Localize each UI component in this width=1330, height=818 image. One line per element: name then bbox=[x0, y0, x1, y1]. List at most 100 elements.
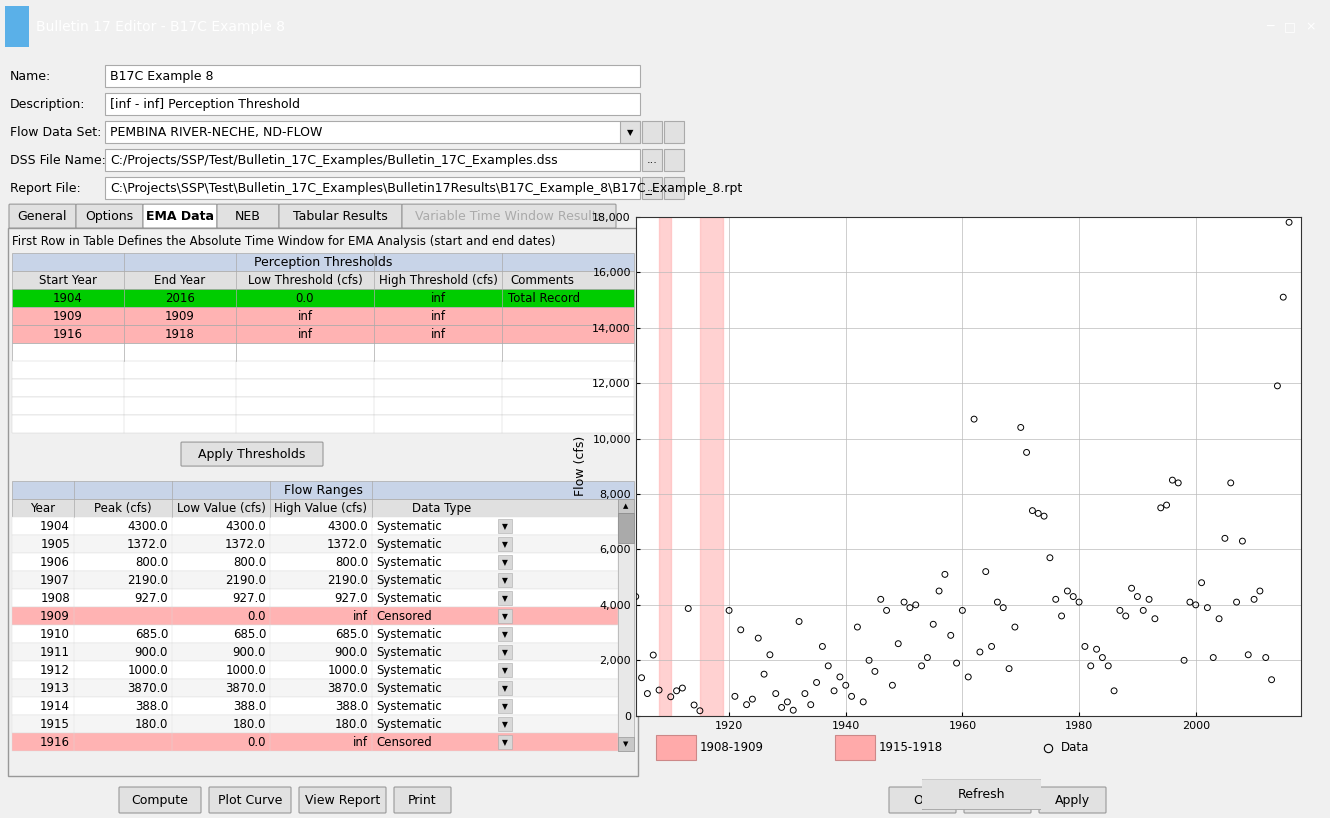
Text: 3870.0: 3870.0 bbox=[225, 681, 266, 694]
Bar bbox=[642, 149, 662, 171]
Point bbox=[789, 615, 810, 628]
Point bbox=[1068, 596, 1089, 609]
Text: Peak (cfs): Peak (cfs) bbox=[94, 501, 152, 515]
Point bbox=[1202, 651, 1224, 664]
Text: 2190.0: 2190.0 bbox=[225, 573, 266, 587]
Text: Flow Data Set:: Flow Data Set: bbox=[11, 126, 101, 139]
Point bbox=[853, 695, 874, 708]
Text: ▼: ▼ bbox=[626, 128, 633, 137]
Point bbox=[823, 684, 845, 697]
Text: 1908-1909: 1908-1909 bbox=[700, 741, 763, 754]
Bar bbox=[12, 379, 634, 397]
Bar bbox=[497, 645, 512, 659]
Point bbox=[660, 690, 681, 703]
Text: Year: Year bbox=[31, 501, 56, 515]
Point bbox=[1021, 504, 1043, 517]
Text: High Value (cfs): High Value (cfs) bbox=[274, 501, 367, 515]
Bar bbox=[664, 178, 684, 199]
Text: 388.0: 388.0 bbox=[335, 699, 368, 712]
Point bbox=[771, 701, 793, 714]
Text: 0.0: 0.0 bbox=[247, 735, 266, 748]
Bar bbox=[12, 643, 618, 661]
Text: 1909: 1909 bbox=[165, 309, 196, 322]
Point bbox=[782, 703, 803, 717]
Text: Systematic: Systematic bbox=[376, 573, 442, 587]
Point bbox=[806, 676, 827, 689]
Text: ...: ... bbox=[646, 155, 657, 165]
Text: 1913: 1913 bbox=[40, 681, 70, 694]
Text: 1915: 1915 bbox=[40, 717, 70, 730]
Bar bbox=[618, 513, 634, 543]
Point bbox=[677, 602, 698, 615]
Bar bbox=[12, 553, 618, 571]
Point bbox=[1045, 593, 1067, 606]
Text: 3870.0: 3870.0 bbox=[128, 681, 168, 694]
Bar bbox=[12, 661, 618, 679]
Point bbox=[1261, 673, 1282, 686]
Bar bbox=[497, 573, 512, 587]
Bar bbox=[497, 537, 512, 551]
Text: 0.0: 0.0 bbox=[295, 291, 314, 304]
Point bbox=[1109, 604, 1130, 617]
Text: 1904: 1904 bbox=[40, 519, 70, 533]
Text: 1904: 1904 bbox=[53, 291, 82, 304]
Point bbox=[1256, 651, 1277, 664]
Text: Systematic: Systematic bbox=[376, 717, 442, 730]
Point bbox=[916, 651, 938, 664]
Text: 1907: 1907 bbox=[40, 573, 70, 587]
Text: ▼: ▼ bbox=[501, 558, 508, 567]
Bar bbox=[105, 149, 640, 171]
Text: 4300.0: 4300.0 bbox=[225, 519, 266, 533]
Bar bbox=[12, 571, 618, 589]
Text: OK: OK bbox=[914, 793, 931, 807]
Point bbox=[1097, 659, 1119, 672]
Bar bbox=[497, 591, 512, 605]
Point bbox=[1244, 593, 1265, 606]
Text: Tabular Results: Tabular Results bbox=[293, 209, 388, 222]
Bar bbox=[497, 717, 512, 731]
Point bbox=[1028, 507, 1049, 520]
Text: 1910: 1910 bbox=[40, 627, 70, 640]
FancyBboxPatch shape bbox=[964, 787, 1031, 813]
Point bbox=[1238, 648, 1260, 661]
Text: 1912: 1912 bbox=[40, 663, 70, 676]
Text: 2190.0: 2190.0 bbox=[327, 573, 368, 587]
Text: 4300.0: 4300.0 bbox=[128, 519, 168, 533]
Text: 800.0: 800.0 bbox=[335, 555, 368, 569]
Point bbox=[894, 596, 915, 609]
Point bbox=[759, 648, 781, 661]
Bar bbox=[497, 663, 512, 677]
Bar bbox=[12, 625, 618, 643]
Text: 900.0: 900.0 bbox=[335, 645, 368, 658]
Text: 685.0: 685.0 bbox=[233, 627, 266, 640]
Point bbox=[753, 667, 774, 681]
Text: Systematic: Systematic bbox=[376, 555, 442, 569]
Bar bbox=[497, 699, 512, 713]
Text: Censored: Censored bbox=[376, 735, 432, 748]
Text: 1905: 1905 bbox=[40, 537, 70, 551]
Bar bbox=[656, 735, 696, 761]
Text: 800.0: 800.0 bbox=[134, 555, 168, 569]
Bar bbox=[700, 217, 724, 716]
Text: 1914: 1914 bbox=[40, 699, 70, 712]
Text: Data Type: Data Type bbox=[412, 501, 472, 515]
Point bbox=[1057, 584, 1079, 597]
Point bbox=[1080, 659, 1101, 672]
Bar bbox=[12, 415, 634, 433]
Bar bbox=[105, 93, 640, 115]
Point bbox=[1085, 643, 1107, 656]
Text: Systematic: Systematic bbox=[376, 663, 442, 676]
Point bbox=[1156, 498, 1177, 511]
FancyBboxPatch shape bbox=[394, 787, 451, 813]
Text: 1372.0: 1372.0 bbox=[225, 537, 266, 551]
Point bbox=[1138, 593, 1160, 606]
Text: 900.0: 900.0 bbox=[233, 645, 266, 658]
Text: ▲: ▲ bbox=[624, 503, 629, 509]
Point bbox=[958, 671, 979, 684]
Point bbox=[1144, 612, 1165, 625]
Text: inf: inf bbox=[352, 609, 368, 622]
Text: Cancel: Cancel bbox=[976, 793, 1019, 807]
Point bbox=[1220, 476, 1241, 489]
Bar bbox=[105, 121, 640, 143]
Bar bbox=[12, 481, 634, 499]
